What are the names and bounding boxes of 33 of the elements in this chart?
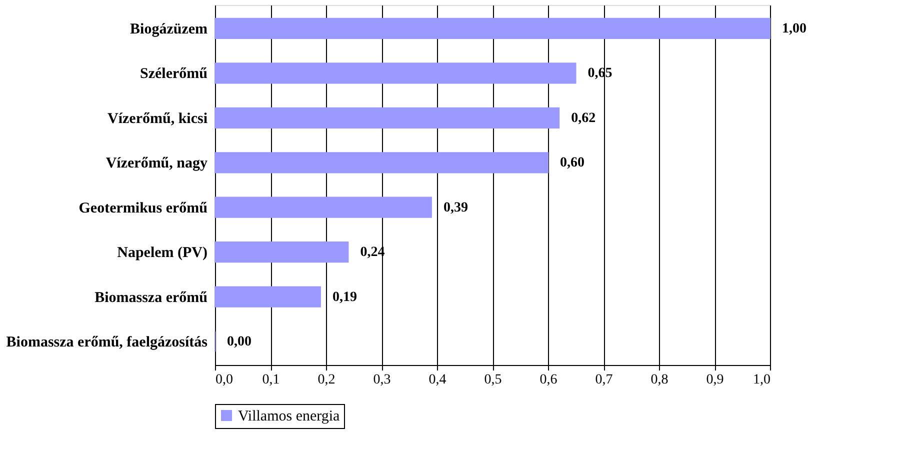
- y-tick-label: Vízerőmű, nagy: [106, 156, 208, 172]
- bar: [214, 242, 349, 263]
- y-tick-label: Biogázüzem: [130, 21, 208, 38]
- bar: [214, 286, 321, 308]
- bar: [214, 152, 548, 174]
- data-label: 0,19: [332, 290, 357, 305]
- data-label: 0,62: [571, 110, 596, 126]
- x-tick-label: 0,8: [650, 372, 668, 388]
- data-label: 0,00: [227, 334, 252, 350]
- y-tick-label: Napelem (PV): [117, 245, 208, 262]
- data-label: 1,00: [782, 21, 806, 36]
- x-tick-label: 0,6: [540, 372, 558, 388]
- x-tick-label: 0,4: [428, 372, 446, 388]
- x-tick-label: 0,7: [595, 372, 613, 388]
- x-tick-label: 0,0: [216, 372, 233, 388]
- data-label: 0,60: [560, 156, 584, 171]
- x-tick-label: 0,2: [318, 372, 336, 388]
- bar: [214, 18, 770, 40]
- y-tick-label: Biomassza erőmű: [94, 290, 208, 306]
- x-tick-label: 0,9: [706, 372, 724, 388]
- y-tick-label: Geotermikus erőmű: [78, 200, 208, 216]
- legend-label: Villamos energia: [238, 408, 340, 424]
- y-tick-label: Szélerőmű: [140, 66, 208, 82]
- y-tick-label: Vízerőmű, kicsi: [108, 110, 208, 127]
- x-tick-label: 0,1: [262, 372, 280, 388]
- bar: [214, 107, 560, 128]
- x-tick-label: 0,3: [373, 372, 391, 388]
- x-tick-label: 0,5: [484, 372, 502, 388]
- bar: [214, 62, 576, 84]
- y-tick-label: Biomassza erőmű, faelgázosítás: [6, 334, 208, 351]
- x-tick-label: 1,0: [753, 372, 770, 388]
- bar: [214, 196, 432, 218]
- data-label: 0,39: [443, 200, 468, 216]
